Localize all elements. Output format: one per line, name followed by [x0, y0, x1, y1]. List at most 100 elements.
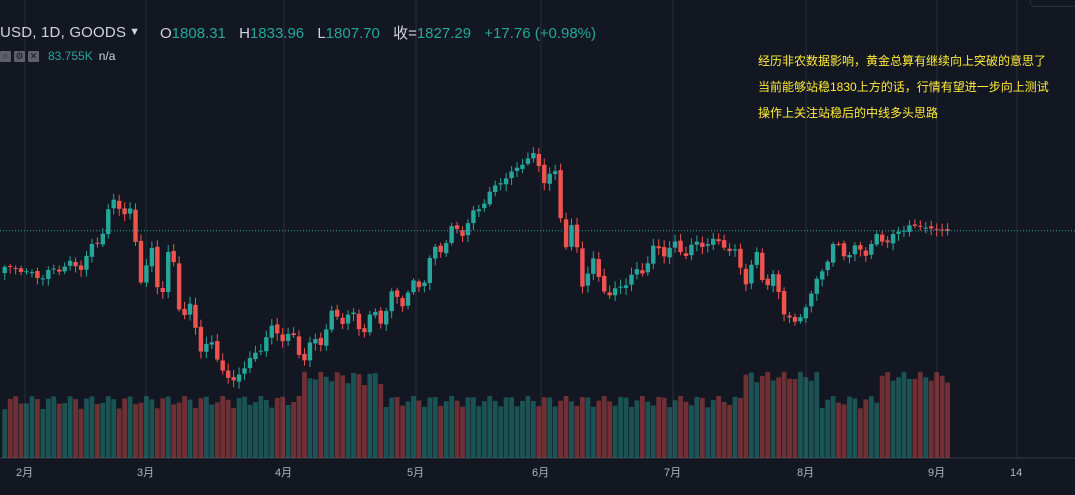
volume-bar: [389, 397, 395, 458]
symbol-label[interactable]: USD, 1D, GOODS: [0, 23, 127, 41]
candle-body: [656, 246, 661, 249]
volume-bar: [476, 406, 482, 458]
candle-body: [176, 263, 182, 310]
candle-body: [438, 245, 443, 253]
volume-bar: [912, 378, 918, 458]
volume-bar: [318, 371, 324, 458]
volume-bar: [803, 377, 809, 458]
chevron-down-icon[interactable]: ▼: [129, 26, 141, 38]
candle-body: [40, 278, 46, 280]
volume-bar: [323, 376, 329, 458]
volume-bar: [372, 373, 378, 458]
volume-bar: [645, 401, 651, 458]
volume-bar: [274, 397, 280, 458]
volume-bar: [280, 396, 286, 458]
close-key: 收=: [393, 25, 417, 42]
volume-bar: [525, 396, 531, 458]
volume-bar: [590, 406, 596, 458]
candle-body: [939, 229, 945, 231]
candle-body: [912, 224, 918, 226]
volume-bar: [939, 375, 945, 458]
candle-body: [509, 171, 514, 179]
volume-bar: [639, 396, 645, 458]
candle-body: [296, 336, 302, 355]
candle-body: [847, 254, 852, 258]
candle-body: [275, 324, 280, 334]
candle-body: [291, 333, 296, 336]
candle-body: [732, 249, 738, 251]
candle-body: [858, 245, 863, 250]
volume-bar: [302, 371, 307, 458]
volume-bar: [176, 402, 182, 458]
symbol-header[interactable]: USD, 1D, GOODS ▼: [0, 22, 140, 42]
volume-bar: [62, 403, 68, 458]
x-tick-label: 4月: [275, 467, 292, 479]
candle-body: [356, 313, 362, 330]
candle-body: [100, 233, 106, 245]
candle-body: [705, 244, 710, 246]
candle-body: [67, 260, 73, 266]
candle-body: [520, 164, 525, 169]
candle-body: [820, 271, 825, 280]
volume-bar: [683, 401, 689, 458]
volume-bar: [503, 397, 509, 458]
ohlc-readout: O1808.31 H1833.96 L1807.70 收=1827.29 +17…: [160, 22, 605, 43]
volume-bar: [449, 396, 455, 458]
volume-bar: [716, 396, 722, 458]
volume-bar: [193, 408, 198, 458]
candle-body: [602, 275, 607, 292]
high-key: H: [239, 25, 250, 42]
candle-body: [389, 291, 394, 312]
candle-body: [574, 224, 580, 248]
candle-body: [869, 244, 874, 255]
volume-bar: [689, 405, 694, 458]
volume-bar: [585, 397, 591, 458]
volume-bar: [24, 403, 29, 458]
candle-body: [171, 250, 176, 263]
volume-bar: [885, 372, 891, 458]
volume-bar: [122, 398, 128, 458]
eye-icon[interactable]: ○: [0, 50, 11, 62]
candle-body: [923, 227, 928, 229]
volume-bar: [656, 396, 662, 458]
volume-bar: [154, 408, 160, 458]
volume-bar: [362, 385, 367, 458]
volume-bar: [634, 400, 640, 458]
volume-bar: [667, 407, 673, 458]
volume-bar: [530, 401, 536, 458]
volume-bar: [84, 398, 89, 458]
candle-body: [225, 370, 231, 378]
candle-body: [2, 266, 7, 273]
volume-bar: [307, 378, 313, 458]
volume-bar: [340, 375, 346, 458]
candle-body: [514, 167, 520, 171]
candle-body: [929, 226, 934, 229]
volume-na: n/a: [98, 49, 116, 63]
candle-body: [770, 274, 776, 286]
candle-body: [187, 303, 193, 315]
volume-bar: [814, 372, 820, 458]
candle-body: [367, 314, 373, 333]
candle-body: [640, 270, 645, 274]
annotation-note[interactable]: 经历非农数据影响，黄金总算有继续向上突破的意思了 当前能够站稳1830上方的话，…: [758, 48, 1068, 126]
volume-bar: [852, 398, 858, 458]
candle-body: [24, 271, 29, 273]
volume-bar: [569, 401, 574, 458]
volume-bar: [765, 372, 771, 458]
candle-body: [264, 337, 269, 352]
settings-icon[interactable]: ⚙: [14, 50, 25, 62]
low-value: 1807.70: [325, 25, 380, 42]
candle-body: [585, 273, 591, 286]
candle-body: [465, 223, 471, 236]
candle-body: [803, 307, 809, 319]
volume-bar: [798, 371, 803, 458]
candle-body: [661, 247, 667, 257]
volume-bar: [907, 378, 912, 458]
candle-body: [569, 225, 574, 247]
volume-bar: [536, 406, 542, 458]
candle-body: [373, 311, 378, 316]
candle-body: [678, 240, 683, 253]
close-icon[interactable]: ✕: [28, 50, 39, 62]
volume-bar: [678, 396, 683, 458]
